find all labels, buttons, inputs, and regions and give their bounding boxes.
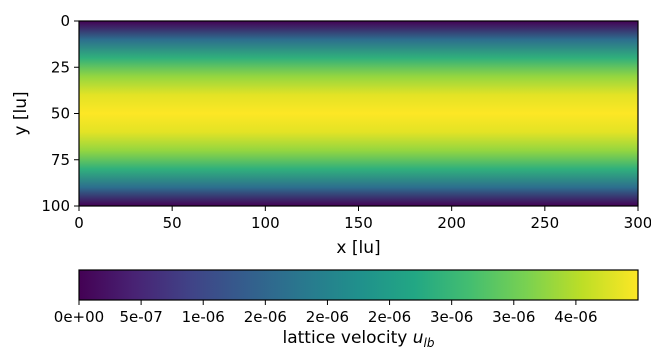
colorbar-tick-label: 2e-06 bbox=[368, 308, 411, 326]
colorbar-tick-label: 3e-06 bbox=[492, 308, 535, 326]
heatmap-plot: 0 50 100 150 200 250 300 0 25 50 75 100 x [lu] y [… bbox=[11, 12, 651, 258]
x-axis-label: x [lu] bbox=[336, 238, 380, 258]
x-tick-label: 150 bbox=[344, 214, 373, 232]
colorbar-label-subscript: lb bbox=[424, 336, 435, 347]
colorbar-tick-label: 4e-06 bbox=[554, 308, 597, 326]
colorbar-tick-label: 2e-06 bbox=[306, 308, 349, 326]
colorbar-tick-label: 2e-06 bbox=[244, 308, 287, 326]
y-tick-label: 25 bbox=[51, 58, 70, 76]
colorbar-tick-label: 3e-06 bbox=[430, 308, 473, 326]
y-axis-label: y [lu] bbox=[11, 91, 31, 135]
x-tick-label: 200 bbox=[437, 214, 466, 232]
colorbar-frame bbox=[78, 269, 639, 301]
colorbar-ticks: 0e+00 5e-07 1e-06 2e-06 2e-06 2e-06 3e-06 3e-06… bbox=[54, 300, 598, 326]
colorbar-tick-label: 0e+00 bbox=[54, 308, 104, 326]
x-tick-label: 0 bbox=[74, 214, 84, 232]
y-tick-label: 100 bbox=[41, 197, 70, 215]
colorbar: 0e+00 5e-07 1e-06 2e-06 2e-06 2e-06 3e-06 3e-06… bbox=[54, 269, 639, 347]
x-tick-label: 250 bbox=[531, 214, 560, 232]
heatmap-image bbox=[79, 21, 638, 206]
x-tick-label: 50 bbox=[163, 214, 182, 232]
colorbar-label-text: lattice velocity bbox=[283, 328, 413, 347]
x-tick-label: 100 bbox=[251, 214, 280, 232]
colorbar-label: lattice velocity ulb bbox=[283, 328, 435, 347]
colorbar-tick-label: 1e-06 bbox=[182, 308, 225, 326]
x-axis-ticks: 0 50 100 150 200 250 300 bbox=[74, 206, 651, 232]
y-axis-ticks: 0 25 50 75 100 bbox=[41, 12, 79, 215]
y-tick-label: 50 bbox=[51, 105, 70, 123]
y-tick-label: 75 bbox=[51, 151, 70, 169]
x-tick-label: 300 bbox=[624, 214, 651, 232]
y-tick-label: 0 bbox=[60, 12, 70, 30]
colorbar-image bbox=[79, 270, 638, 300]
colorbar-tick-label: 5e-07 bbox=[119, 308, 162, 326]
colorbar-label-symbol: u bbox=[413, 328, 424, 347]
